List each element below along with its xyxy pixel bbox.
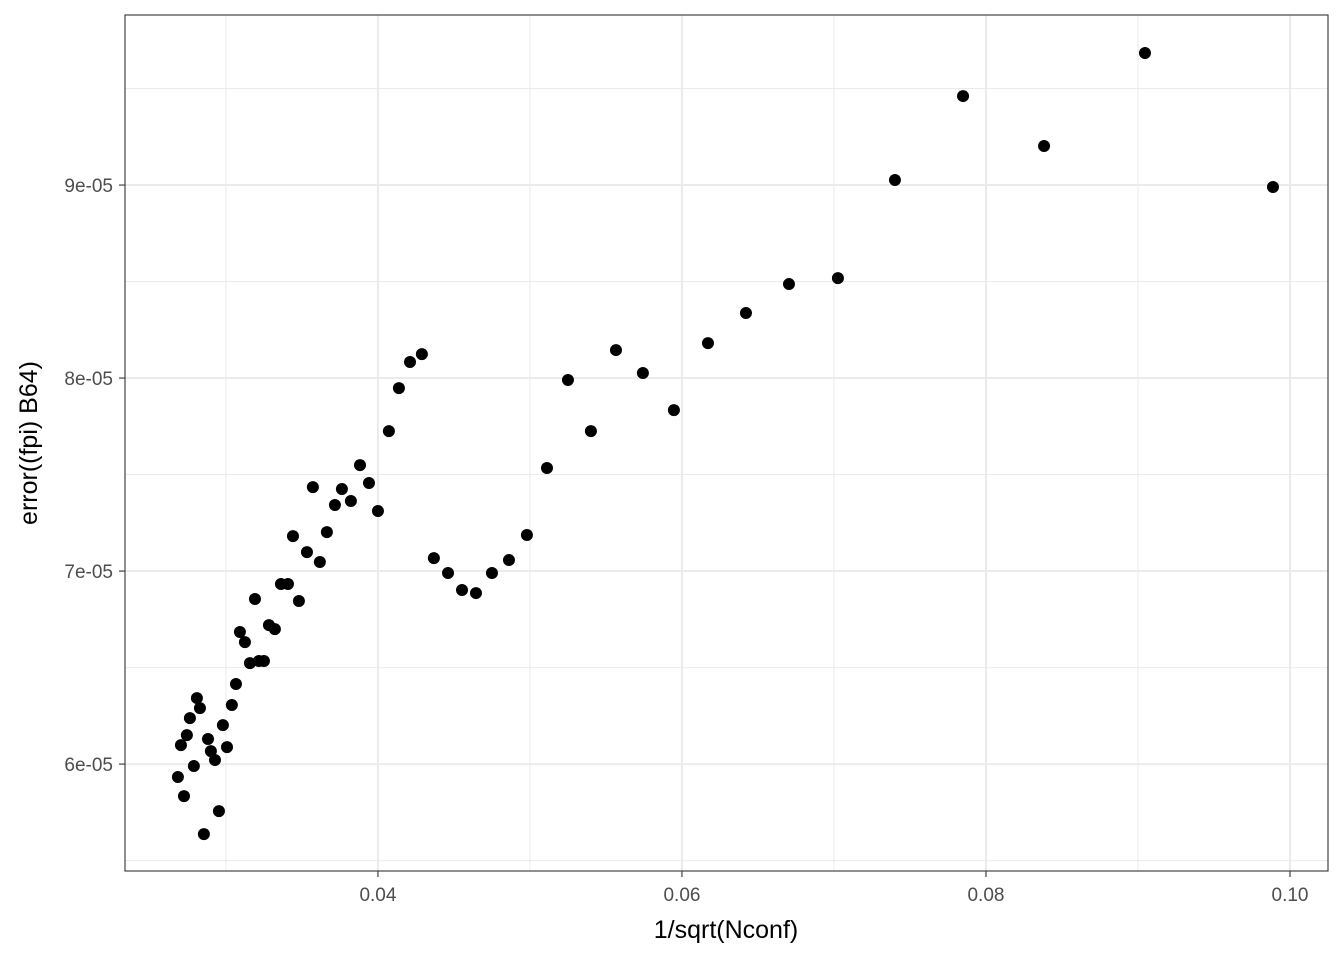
data-point [183,712,196,725]
panel-border [124,14,1329,872]
data-point [782,278,795,291]
data-point [957,90,970,103]
data-point [174,739,187,752]
data-point [180,729,193,742]
data-point [1038,140,1051,153]
data-point [344,494,357,507]
data-point [243,657,256,670]
data-point [286,530,299,543]
data-point [190,692,203,705]
data-point [609,344,622,357]
data-point [335,483,348,496]
data-point [404,356,417,369]
data-point [225,699,238,712]
data-point [212,805,225,818]
x-axis-ticks: 0.04 0.06 0.08 0.10 [359,871,1308,906]
data-point [171,771,184,784]
data-point [888,174,901,187]
y-tick-label: 8e-05 [64,369,113,390]
data-point [561,373,574,386]
data-point [1138,47,1151,60]
data-point [584,425,597,438]
data-point [469,587,482,600]
data-point [442,566,455,579]
x-tick-label: 0.10 [1272,885,1309,906]
data-point [392,382,405,395]
y-axis-label: error((fpi) B64) [15,361,43,525]
data-points [171,47,1279,841]
data-point [667,404,680,417]
data-point [328,499,341,512]
gridlines [125,15,1328,871]
y-tick-label: 6e-05 [64,755,113,776]
data-point [216,719,229,732]
data-point [220,741,233,754]
y-tick-label: 7e-05 [64,562,113,583]
data-point [427,552,440,565]
data-point [248,593,261,606]
data-point [281,577,294,590]
x-tick-label: 0.04 [359,885,396,906]
data-point [520,528,533,541]
data-point [456,583,469,596]
data-point [313,555,326,568]
data-point [739,307,752,320]
x-tick-label: 0.08 [967,885,1004,906]
data-point [485,566,498,579]
data-point [371,505,384,518]
data-point [257,655,270,668]
data-point [201,732,214,745]
data-point [540,461,553,474]
data-point [292,594,305,607]
data-point [177,790,190,803]
data-point [300,546,313,559]
data-point [636,367,649,380]
data-point [415,348,428,361]
data-point [187,760,200,773]
data-point [502,554,515,567]
data-point [354,459,367,472]
data-point [831,272,844,285]
data-point [238,636,251,649]
data-point [362,477,375,490]
data-point [229,677,242,690]
data-point [306,481,319,494]
data-point [208,754,221,767]
data-point [320,526,333,539]
data-point [197,828,210,841]
x-tick-label: 0.06 [663,885,700,906]
x-axis-label: 1/sqrt(Nconf) [654,916,798,944]
data-point [233,626,246,639]
y-axis-ticks: 6e-05 7e-05 8e-05 9e-05 [64,176,125,776]
data-point [382,425,395,438]
data-point [1266,180,1279,193]
data-point [268,623,281,636]
data-point [193,702,206,715]
data-point [701,337,714,350]
y-tick-label: 9e-05 [64,176,113,197]
